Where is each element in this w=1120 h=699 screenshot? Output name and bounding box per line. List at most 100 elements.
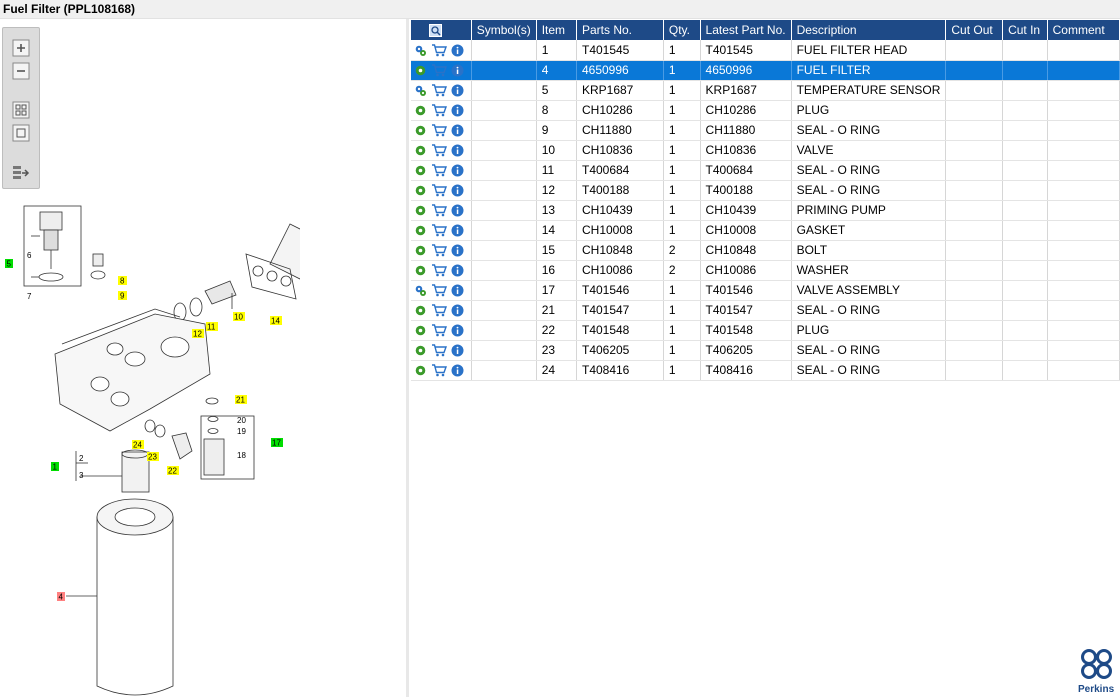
table-row[interactable]: 4 4650996 1 4650996 FUEL FILTER [411, 60, 1120, 81]
gear-pair-icon[interactable] [414, 84, 427, 97]
gear-icon[interactable] [414, 244, 427, 257]
info-icon[interactable] [451, 324, 464, 337]
add-to-cart-icon[interactable] [431, 284, 447, 297]
add-to-cart-icon[interactable] [431, 304, 447, 317]
column-header-cut-in[interactable]: Cut In [1002, 20, 1048, 40]
info-icon[interactable] [451, 304, 464, 317]
column-header-symbols[interactable]: Symbol(s) [471, 20, 537, 40]
add-to-cart-icon[interactable] [431, 164, 447, 177]
gear-icon[interactable] [414, 224, 427, 237]
zoom-in-icon [12, 39, 30, 57]
fit-all-button[interactable] [11, 100, 31, 120]
gear-icon[interactable] [414, 144, 427, 157]
zoom-out-button[interactable] [11, 61, 31, 81]
cut-out-cell [945, 360, 1004, 381]
column-header-latest-part-no[interactable]: Latest Part No. [700, 20, 792, 40]
latest-part-no-cell: T401548 [700, 320, 792, 341]
gear-icon[interactable] [414, 324, 427, 337]
column-header-parts-no[interactable]: Parts No. [576, 20, 664, 40]
table-row[interactable]: 5 KRP1687 1 KRP1687 TEMPERATURE SENSOR [411, 80, 1120, 101]
info-icon[interactable] [451, 344, 464, 357]
table-row[interactable]: 11 T400684 1 T400684 SEAL - O RING [411, 160, 1120, 181]
table-row[interactable]: 10 CH10836 1 CH10836 VALVE [411, 140, 1120, 161]
info-icon[interactable] [451, 104, 464, 117]
table-row[interactable]: 21 T401547 1 T401547 SEAL - O RING [411, 300, 1120, 321]
column-header-item[interactable]: Item [536, 20, 577, 40]
qty-cell: 1 [663, 180, 701, 201]
gear-icon[interactable] [414, 124, 427, 137]
qty-cell: 2 [663, 260, 701, 281]
table-row[interactable]: 9 CH11880 1 CH11880 SEAL - O RING [411, 120, 1120, 141]
info-icon[interactable] [451, 364, 464, 377]
column-header-qty[interactable]: Qty. [663, 20, 701, 40]
add-to-cart-icon[interactable] [431, 124, 447, 137]
table-row[interactable]: 12 T400188 1 T400188 SEAL - O RING [411, 180, 1120, 201]
part-no-cell: T401547 [576, 300, 664, 321]
add-to-cart-icon[interactable] [431, 244, 447, 257]
add-to-cart-icon[interactable] [431, 104, 447, 117]
gear-icon[interactable] [414, 204, 427, 217]
gear-icon[interactable] [414, 364, 427, 377]
info-icon[interactable] [451, 204, 464, 217]
gear-icon[interactable] [414, 164, 427, 177]
table-row[interactable]: 22 T401548 1 T401548 PLUG [411, 320, 1120, 341]
add-to-cart-icon[interactable] [431, 364, 447, 377]
symbols-cell [471, 160, 537, 181]
table-row[interactable]: 24 T408416 1 T408416 SEAL - O RING [411, 360, 1120, 381]
add-to-cart-icon[interactable] [431, 224, 447, 237]
add-to-cart-icon[interactable] [431, 44, 447, 57]
info-icon[interactable] [451, 84, 464, 97]
add-to-cart-icon[interactable] [431, 324, 447, 337]
add-to-cart-icon[interactable] [431, 264, 447, 277]
symbols-cell [471, 100, 537, 121]
zoom-in-button[interactable] [11, 38, 31, 58]
export-button[interactable] [11, 163, 31, 183]
add-to-cart-icon[interactable] [431, 204, 447, 217]
column-header-actions[interactable] [411, 20, 472, 40]
gear-icon[interactable] [414, 184, 427, 197]
description-cell: VALVE [791, 140, 947, 161]
table-row[interactable]: 15 CH10848 2 CH10848 BOLT [411, 240, 1120, 261]
gear-icon[interactable] [414, 64, 427, 77]
latest-part-no-cell: CH10439 [700, 200, 792, 221]
info-icon[interactable] [451, 124, 464, 137]
fit-window-button[interactable] [11, 123, 31, 143]
gear-icon[interactable] [414, 264, 427, 277]
info-icon[interactable] [451, 264, 464, 277]
info-icon[interactable] [451, 144, 464, 157]
info-icon[interactable] [451, 184, 464, 197]
comment-cell [1047, 60, 1120, 81]
table-row[interactable]: 23 T406205 1 T406205 SEAL - O RING [411, 340, 1120, 361]
add-to-cart-icon[interactable] [431, 344, 447, 357]
gear-icon[interactable] [414, 344, 427, 357]
add-to-cart-icon[interactable] [431, 64, 447, 77]
table-row[interactable]: 13 CH10439 1 CH10439 PRIMING PUMP [411, 200, 1120, 221]
add-to-cart-icon[interactable] [431, 184, 447, 197]
diagram-pane[interactable]: 5 6 7 8 9 10 11 12 13 14 15 16 17 18 19 … [0, 19, 406, 697]
table-row[interactable]: 16 CH10086 2 CH10086 WASHER [411, 260, 1120, 281]
add-to-cart-icon[interactable] [431, 144, 447, 157]
info-icon[interactable] [451, 44, 464, 57]
info-icon[interactable] [451, 284, 464, 297]
add-to-cart-icon[interactable] [431, 84, 447, 97]
column-header-description[interactable]: Description [791, 20, 947, 40]
table-row[interactable]: 17 T401546 1 T401546 VALVE ASSEMBLY [411, 280, 1120, 301]
column-header-cut-out[interactable]: Cut Out [945, 20, 1004, 40]
info-icon[interactable] [451, 164, 464, 177]
table-row[interactable]: 8 CH10286 1 CH10286 PLUG [411, 100, 1120, 121]
gear-icon[interactable] [414, 304, 427, 317]
pane-splitter[interactable] [406, 19, 409, 697]
info-icon[interactable] [451, 64, 464, 77]
column-header-comment[interactable]: Comment [1047, 20, 1120, 40]
gear-pair-icon[interactable] [414, 44, 427, 57]
info-icon[interactable] [451, 224, 464, 237]
table-row[interactable]: 1 T401545 1 T401545 FUEL FILTER HEAD [411, 40, 1120, 61]
gear-icon[interactable] [414, 104, 427, 117]
svg-text:24: 24 [133, 441, 142, 450]
part-no-cell: 4650996 [576, 60, 664, 81]
description-cell: SEAL - O RING [791, 360, 947, 381]
gear-pair-icon[interactable] [414, 284, 427, 297]
info-icon[interactable] [451, 244, 464, 257]
search-list-icon[interactable] [429, 24, 442, 38]
table-row[interactable]: 14 CH10008 1 CH10008 GASKET [411, 220, 1120, 241]
